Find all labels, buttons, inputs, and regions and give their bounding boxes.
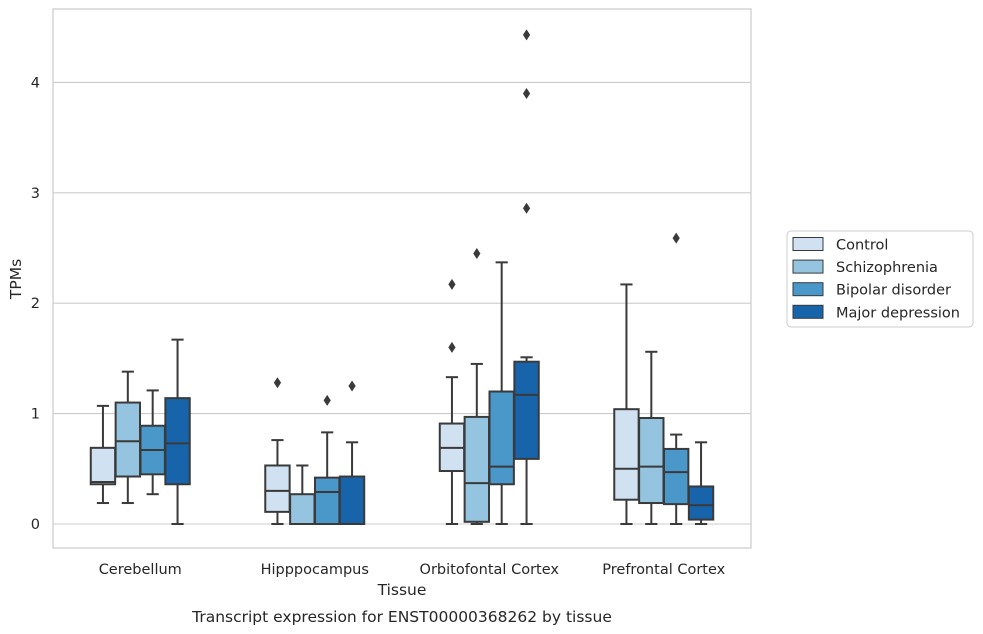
box-iqr [89,446,117,486]
x-tick-label: Hipppocampus [261,562,369,578]
box-group [139,389,166,496]
box-group [638,350,665,525]
outlier-point [473,248,481,260]
box-group [687,441,715,525]
legend: Control Schizophrenia Bipolar disorder Majo… [786,230,974,328]
box-iqr [313,476,341,525]
box-group [114,370,142,505]
x-tick-label: Cerebellum [99,562,182,578]
box-group [613,283,640,525]
outlier-point [348,380,356,392]
box-iqr [289,493,316,525]
box-group [164,338,191,525]
outlier-point [448,341,456,353]
box-iqr [488,390,515,486]
box-group [662,232,690,525]
y-tick-label: 0 [31,517,40,533]
legend-swatch [792,282,824,297]
y-tick-label: 4 [31,75,40,91]
legend-label: Control [836,238,888,254]
legend-label: Major depression [836,305,960,321]
legend-label: Schizophrenia [836,260,938,276]
box-iqr [264,464,291,513]
box-group [313,394,341,525]
y-tick-labels: 0 1 2 3 4 [31,75,40,533]
outlier-point [273,377,282,389]
y-axis-label: TPMs [7,259,25,300]
legend-swatch [792,304,824,319]
x-axis-label: Tissue [377,581,427,599]
box-iqr [687,485,715,521]
y-tick-label: 3 [31,186,40,202]
outlier-point [672,232,680,244]
legend-frame [786,230,974,328]
figure-caption: Transcript expression for ENST0000036826… [191,608,612,626]
y-tick-label: 2 [31,296,40,312]
box-iqr [513,360,540,460]
outlier-point [522,202,531,214]
plot-frame [52,8,752,549]
outlier-point [448,278,456,290]
box-group [264,377,291,525]
x-tick-labels: Cerebellum Hipppocampus Orbitofontal Corte… [99,562,726,578]
box-group [338,380,366,526]
outlier-point [522,87,531,99]
box-group [488,261,515,525]
x-tick-label: Orbitofontal Cortex [420,562,560,578]
box-iqr [638,417,665,505]
outlier-point [323,394,331,406]
box-group [463,248,491,525]
legend-swatch [792,259,824,274]
x-tick-label: Prefrontal Cortex [602,562,725,578]
box-iqr [463,415,491,523]
box-series [89,29,715,526]
box-group [289,464,316,525]
box-iqr [114,401,142,478]
box-group [89,404,117,505]
box-iqr [338,475,366,526]
box-group [438,278,466,525]
legend-label: Bipolar disorder [836,283,951,299]
box-iqr [613,408,640,501]
box-group [513,29,540,525]
box-iqr [662,447,690,506]
y-tick-label: 1 [31,407,40,423]
outlier-point [522,29,531,41]
legend-swatch [792,237,824,251]
box-iqr [164,397,191,486]
